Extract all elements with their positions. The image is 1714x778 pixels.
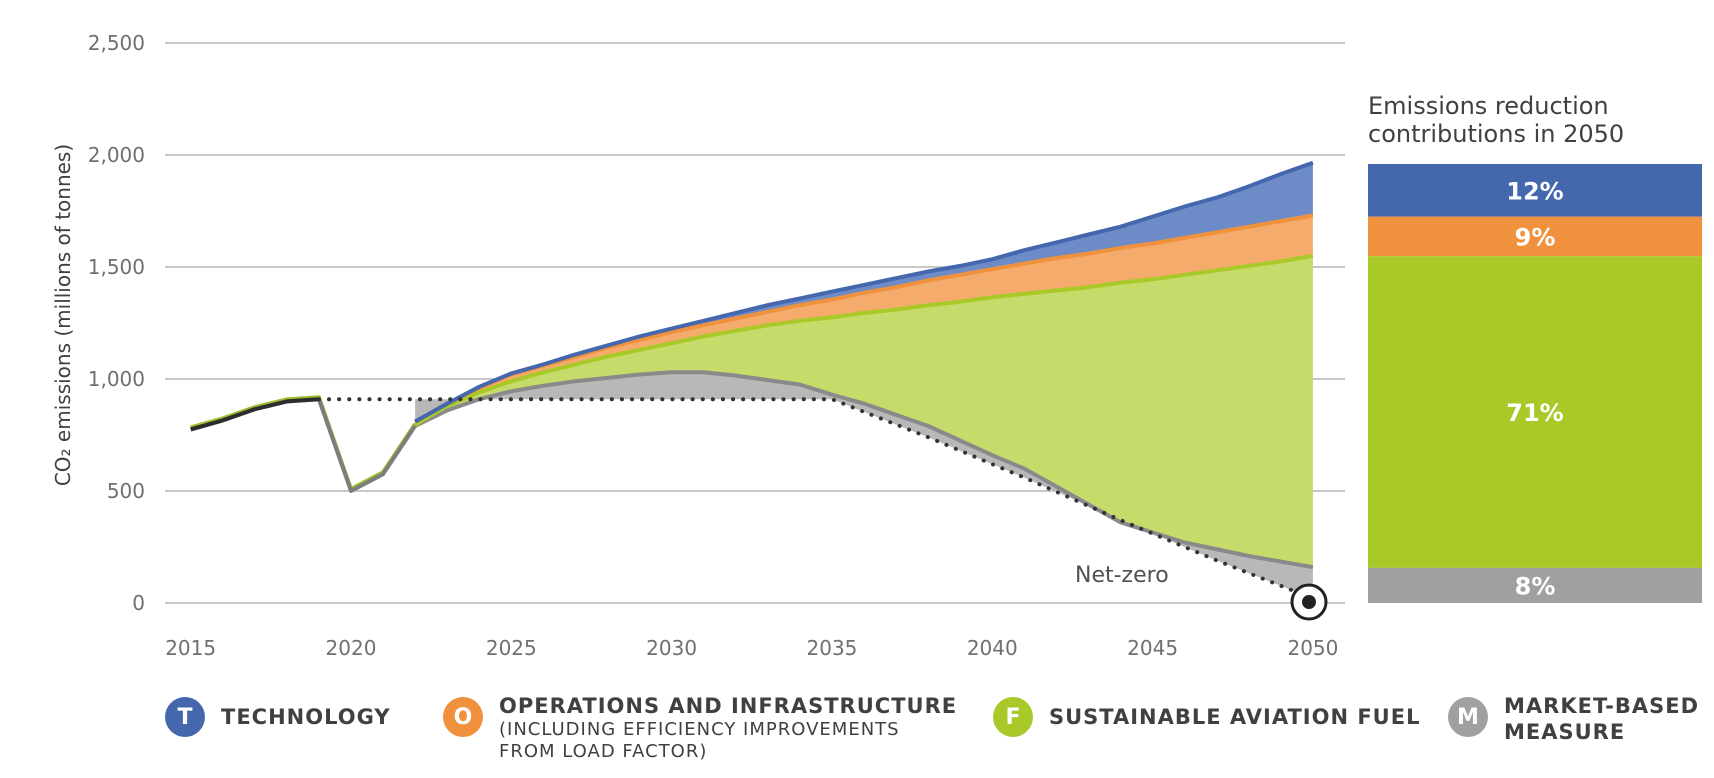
area-series — [415, 162, 1313, 599]
stack-percent-label: 71% — [1506, 399, 1563, 427]
net-zero-path — [316, 397, 1315, 601]
y-tick-label: 1,500 — [88, 255, 145, 279]
legend-label: MARKET-BASED — [1504, 694, 1700, 718]
stack-percent-label: 8% — [1515, 572, 1556, 600]
axis-ticks: 2,500 2,000 1,500 1,000 500 0 2015 2020 2025 2030… — [88, 31, 1339, 660]
market-badge-icon: M — [1448, 697, 1488, 737]
net-zero-annotation: Net-zero — [1075, 563, 1169, 588]
y-tick-label: 500 — [107, 479, 145, 503]
technology-line — [414, 160, 1314, 424]
stacked-bar-2050: 12% 9% 71% 8% — [1368, 164, 1702, 603]
y-tick-label: 1,000 — [88, 367, 145, 391]
stack-segment-market-based-measure — [1368, 567, 1702, 603]
target-icon — [1290, 583, 1328, 621]
y-axis-label: CO₂ emissions (millions of tonnes) — [51, 144, 75, 486]
legend-item-operations: O OPERATIONS AND INFRASTRUCTURE (INCLUDI… — [443, 694, 957, 763]
x-tick-label: 2020 — [326, 636, 377, 660]
legend-item-saf: F SUSTAINABLE AVIATION FUEL — [993, 697, 1420, 737]
legend-sublabel: FROM LOAD FACTOR) — [499, 741, 708, 762]
x-tick-label: 2040 — [967, 636, 1018, 660]
x-tick-label: 2045 — [1127, 636, 1178, 660]
legend-label: TECHNOLOGY — [221, 705, 391, 729]
operations-and-infrastructure-area — [415, 215, 1313, 425]
stack-percent-label: 12% — [1506, 177, 1563, 205]
stack-segment-sustainable-aviation-fuel — [1368, 256, 1702, 568]
legend-item-technology: T TECHNOLOGY — [165, 697, 391, 737]
historical-line — [190, 397, 417, 493]
sustainable-aviation-fuel-area — [415, 255, 1313, 568]
technology-badge-icon: T — [165, 697, 205, 737]
operations-badge-icon: O — [443, 697, 483, 737]
grid-lines — [165, 42, 1345, 604]
y-tick-label: 2,000 — [88, 143, 145, 167]
legend-sublabel: (INCLUDING EFFICIENCY IMPROVEMENTS — [499, 719, 900, 740]
x-tick-label: 2035 — [807, 636, 858, 660]
stack-percent-label: 9% — [1515, 223, 1556, 251]
fuel-badge-icon: F — [993, 697, 1033, 737]
x-tick-label: 2030 — [646, 636, 697, 660]
historical-emissions-line — [190, 397, 320, 432]
legend-label: OPERATIONS AND INFRASTRUCTURE — [499, 694, 958, 718]
legend-item-market: M MARKET-BASED MEASURE — [1448, 694, 1699, 745]
stack-title-line-1: Emissions reduction — [1368, 92, 1609, 120]
market-based-measure-line — [414, 370, 1314, 570]
x-tick-label: 2025 — [486, 636, 537, 660]
x-tick-label: 2015 — [165, 636, 216, 660]
y-tick-label: 2,500 — [88, 31, 145, 55]
x-tick-label: 2050 — [1287, 636, 1338, 660]
legend-label: SUSTAINABLE AVIATION FUEL — [1049, 705, 1421, 729]
y-tick-label: 0 — [132, 591, 145, 615]
stack-segment-technology — [1368, 164, 1702, 217]
stack-segment-operations-and-infrastructure — [1368, 216, 1702, 257]
stack-title-line-2: contributions in 2050 — [1368, 120, 1624, 148]
legend-label-line-2: MEASURE — [1504, 720, 1626, 744]
sustainable-aviation-fuel-line — [414, 253, 1314, 427]
series-lines — [190, 160, 1315, 601]
